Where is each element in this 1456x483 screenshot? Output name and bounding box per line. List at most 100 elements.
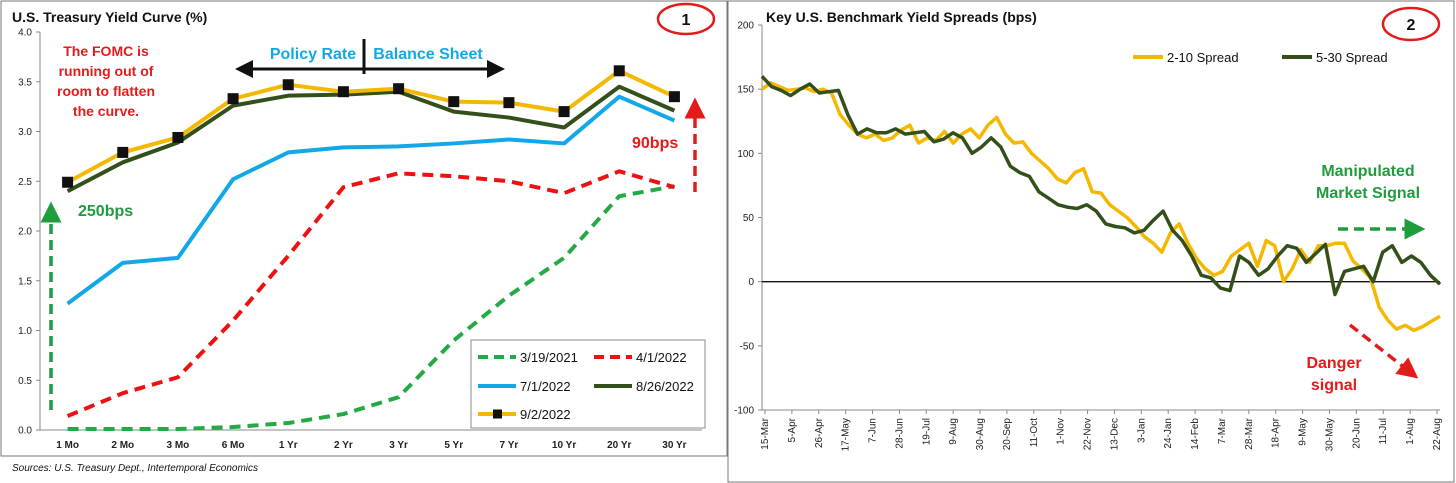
chart1-y-tick-label: 3.5	[18, 77, 32, 88]
chart2-y-tick-label: 150	[737, 85, 754, 96]
chart1-x-tick-label: 30 Yr	[662, 440, 686, 451]
chart2-y-tick-label: -100	[734, 406, 754, 417]
yield-curve-chart: U.S. Treasury Yield Curve (%) 1 0.0 0.5 1.…	[0, 0, 728, 474]
chart2-legend: 2-10 Spread 5-30 Spread	[1133, 50, 1388, 65]
policy-rate-label: Policy Rate	[270, 46, 356, 63]
chart2-x-tick-label: 11-Jul	[1378, 418, 1389, 445]
chart2-x-tick-label: 5-Apr	[787, 417, 798, 442]
chart2-series-2-10-spread	[760, 81, 1441, 333]
chart2-badge-circle	[1381, 6, 1441, 42]
chart1-x-tick-label: 2 Mo	[111, 440, 134, 451]
chart1-point-9-2-2022	[172, 131, 184, 143]
chart1-y-tick-label: 1.5	[18, 276, 32, 287]
chart1-x-tick-label: 3 Yr	[389, 440, 408, 451]
chart1-series-9-2-2022	[66, 68, 676, 185]
chart2-x-tick-label: 17-May	[841, 418, 852, 451]
source-note: Sources: U.S. Treasury Dept., Intertempo…	[12, 463, 258, 474]
chart1-point-9-2-2022	[282, 79, 294, 91]
manipulated-label: Manipulated	[1321, 163, 1414, 180]
chart2-x-tick-label: 9-Aug	[948, 418, 959, 445]
chart1-series-3-19-2021	[67, 184, 675, 432]
chart1-y-tick-label: 2.0	[18, 227, 32, 238]
chart1-point-9-2-2022	[117, 146, 129, 158]
chart1-point-9-2-2022	[227, 93, 239, 105]
chart2-x-tick-label: 30-May	[1324, 418, 1335, 451]
chart1-y-tick-label: 0.0	[18, 426, 32, 437]
chart2-x-tick-label: 1-Nov	[1056, 418, 1067, 445]
chart2-x-tick-label: 30-Aug	[975, 418, 986, 450]
chart2-series-5-30-spread	[760, 75, 1442, 297]
chart1-badge-circle	[656, 2, 716, 36]
chart2-x-tick-label: 20-Jun	[1351, 418, 1362, 449]
chart2-legend-label: 5-30 Spread	[1316, 50, 1388, 65]
chart1-axes: 0.0 0.5 1.0 1.5 2.0 2.5 3.0 3.5 4.0 1 Mo 2 Mo 3 Mo 6…	[18, 28, 702, 451]
chart1-point-9-2-2022	[613, 65, 625, 77]
chart1-y-tick-label: 0.5	[18, 376, 32, 387]
danger-label: signal	[1311, 377, 1357, 394]
chart1-x-tick-label: 3 Mo	[167, 440, 190, 451]
danger-arrow	[1348, 323, 1419, 379]
chart1-y-tick-label: 3.0	[18, 127, 32, 138]
chart1-point-9-2-2022	[337, 86, 349, 98]
chart2-x-tick-label: 14-Feb	[1190, 418, 1201, 450]
chart2-axes: -100 -50 0 50 100 150 200 15-Mar 5-Apr 26-Apr 17-M…	[734, 21, 1443, 452]
chart1-point-9-2-2022	[448, 96, 460, 108]
chart2-x-tick-label: 13-Dec	[1109, 418, 1120, 450]
chart1-legend-label: 4/1/2022	[636, 350, 687, 365]
chart2-border	[727, 0, 1455, 483]
fomc-annotation-line: the curve.	[73, 103, 139, 119]
chart1-x-tick-label: 20 Yr	[607, 440, 631, 451]
chart1-point-9-2-2022	[668, 91, 680, 103]
chart1-point-9-2-2022	[62, 176, 74, 188]
chart1-x-tick-label: 1 Yr	[279, 440, 298, 451]
chart1-y-tick-label: 1.0	[18, 326, 32, 337]
chart2-x-tick-label: 7-Mar	[1217, 417, 1228, 444]
danger-label: Danger	[1306, 355, 1361, 372]
chart1-legend-marker	[493, 409, 502, 419]
chart2-y-tick-label: 200	[737, 21, 754, 32]
chart1-legend: 3/19/2021 4/1/2022 7/1/2022 8/26/2022 9/2/20…	[470, 339, 706, 429]
chart2-x-tick-label: 20-Sep	[1002, 418, 1013, 451]
chart1-point-9-2-2022	[558, 106, 570, 118]
chart1-series-8-26-2022	[66, 84, 676, 193]
chart1-series-4-1-2022	[66, 169, 675, 418]
chart1-y-tick-label: 4.0	[18, 28, 32, 39]
chart1-legend-label: 3/19/2021	[520, 350, 578, 365]
chart2-x-tick-label: 26-Apr	[814, 417, 825, 448]
short-end-label: 250bps	[78, 203, 133, 220]
chart2-x-tick-label: 22-Aug	[1432, 418, 1443, 450]
chart2-x-tick-label: 1-Aug	[1405, 418, 1416, 445]
chart2-annotations: Manipulated Market Signal Danger signal	[1306, 163, 1426, 394]
chart1-badge-number: 1	[682, 12, 691, 29]
chart2-legend-label: 2-10 Spread	[1167, 50, 1239, 65]
chart1-legend-label: 9/2/2022	[520, 407, 571, 422]
chart2-y-tick-label: 100	[737, 149, 754, 160]
chart1-x-tick-label: 10 Yr	[552, 440, 576, 451]
fomc-annotation-line: The FOMC is	[63, 43, 149, 59]
chart2-x-tick-label: 28-Jun	[894, 418, 905, 449]
long-end-label: 90bps	[632, 135, 678, 152]
chart2-x-tick-label: 15-Mar	[760, 417, 771, 449]
chart2-x-tick-label: 18-Apr	[1271, 417, 1282, 448]
chart2-y-tick-label: 50	[743, 213, 755, 224]
chart2-x-tick-label: 3-Jan	[1136, 418, 1147, 443]
chart2-x-tick-label: 9-May	[1298, 418, 1309, 446]
chart2-title: Key U.S. Benchmark Yield Spreads (bps)	[766, 9, 1037, 25]
chart1-annotations: The FOMC is running out of room to flatten…	[40, 39, 706, 410]
chart1-legend-label: 8/26/2022	[636, 379, 694, 394]
chart2-series-group	[760, 75, 1442, 333]
chart1-x-tick-label: 6 Mo	[222, 440, 245, 451]
chart2-y-tick-label: -50	[740, 341, 755, 352]
chart1-x-tick-label: 7 Yr	[500, 440, 519, 451]
chart2-x-tick-label: 28-Mar	[1244, 417, 1255, 449]
balance-sheet-label: Balance Sheet	[373, 46, 483, 63]
chart2-badge-number: 2	[1407, 17, 1416, 34]
chart1-x-tick-label: 2 Yr	[334, 440, 353, 451]
chart1-series-7-1-2022	[66, 94, 676, 306]
chart1-y-tick-label: 2.5	[18, 177, 32, 188]
chart1-series-group	[62, 65, 680, 432]
chart1-x-tick-label: 5 Yr	[444, 440, 463, 451]
chart1-x-tick-label: 1 Mo	[56, 440, 79, 451]
manipulated-label: Market Signal	[1316, 185, 1420, 202]
